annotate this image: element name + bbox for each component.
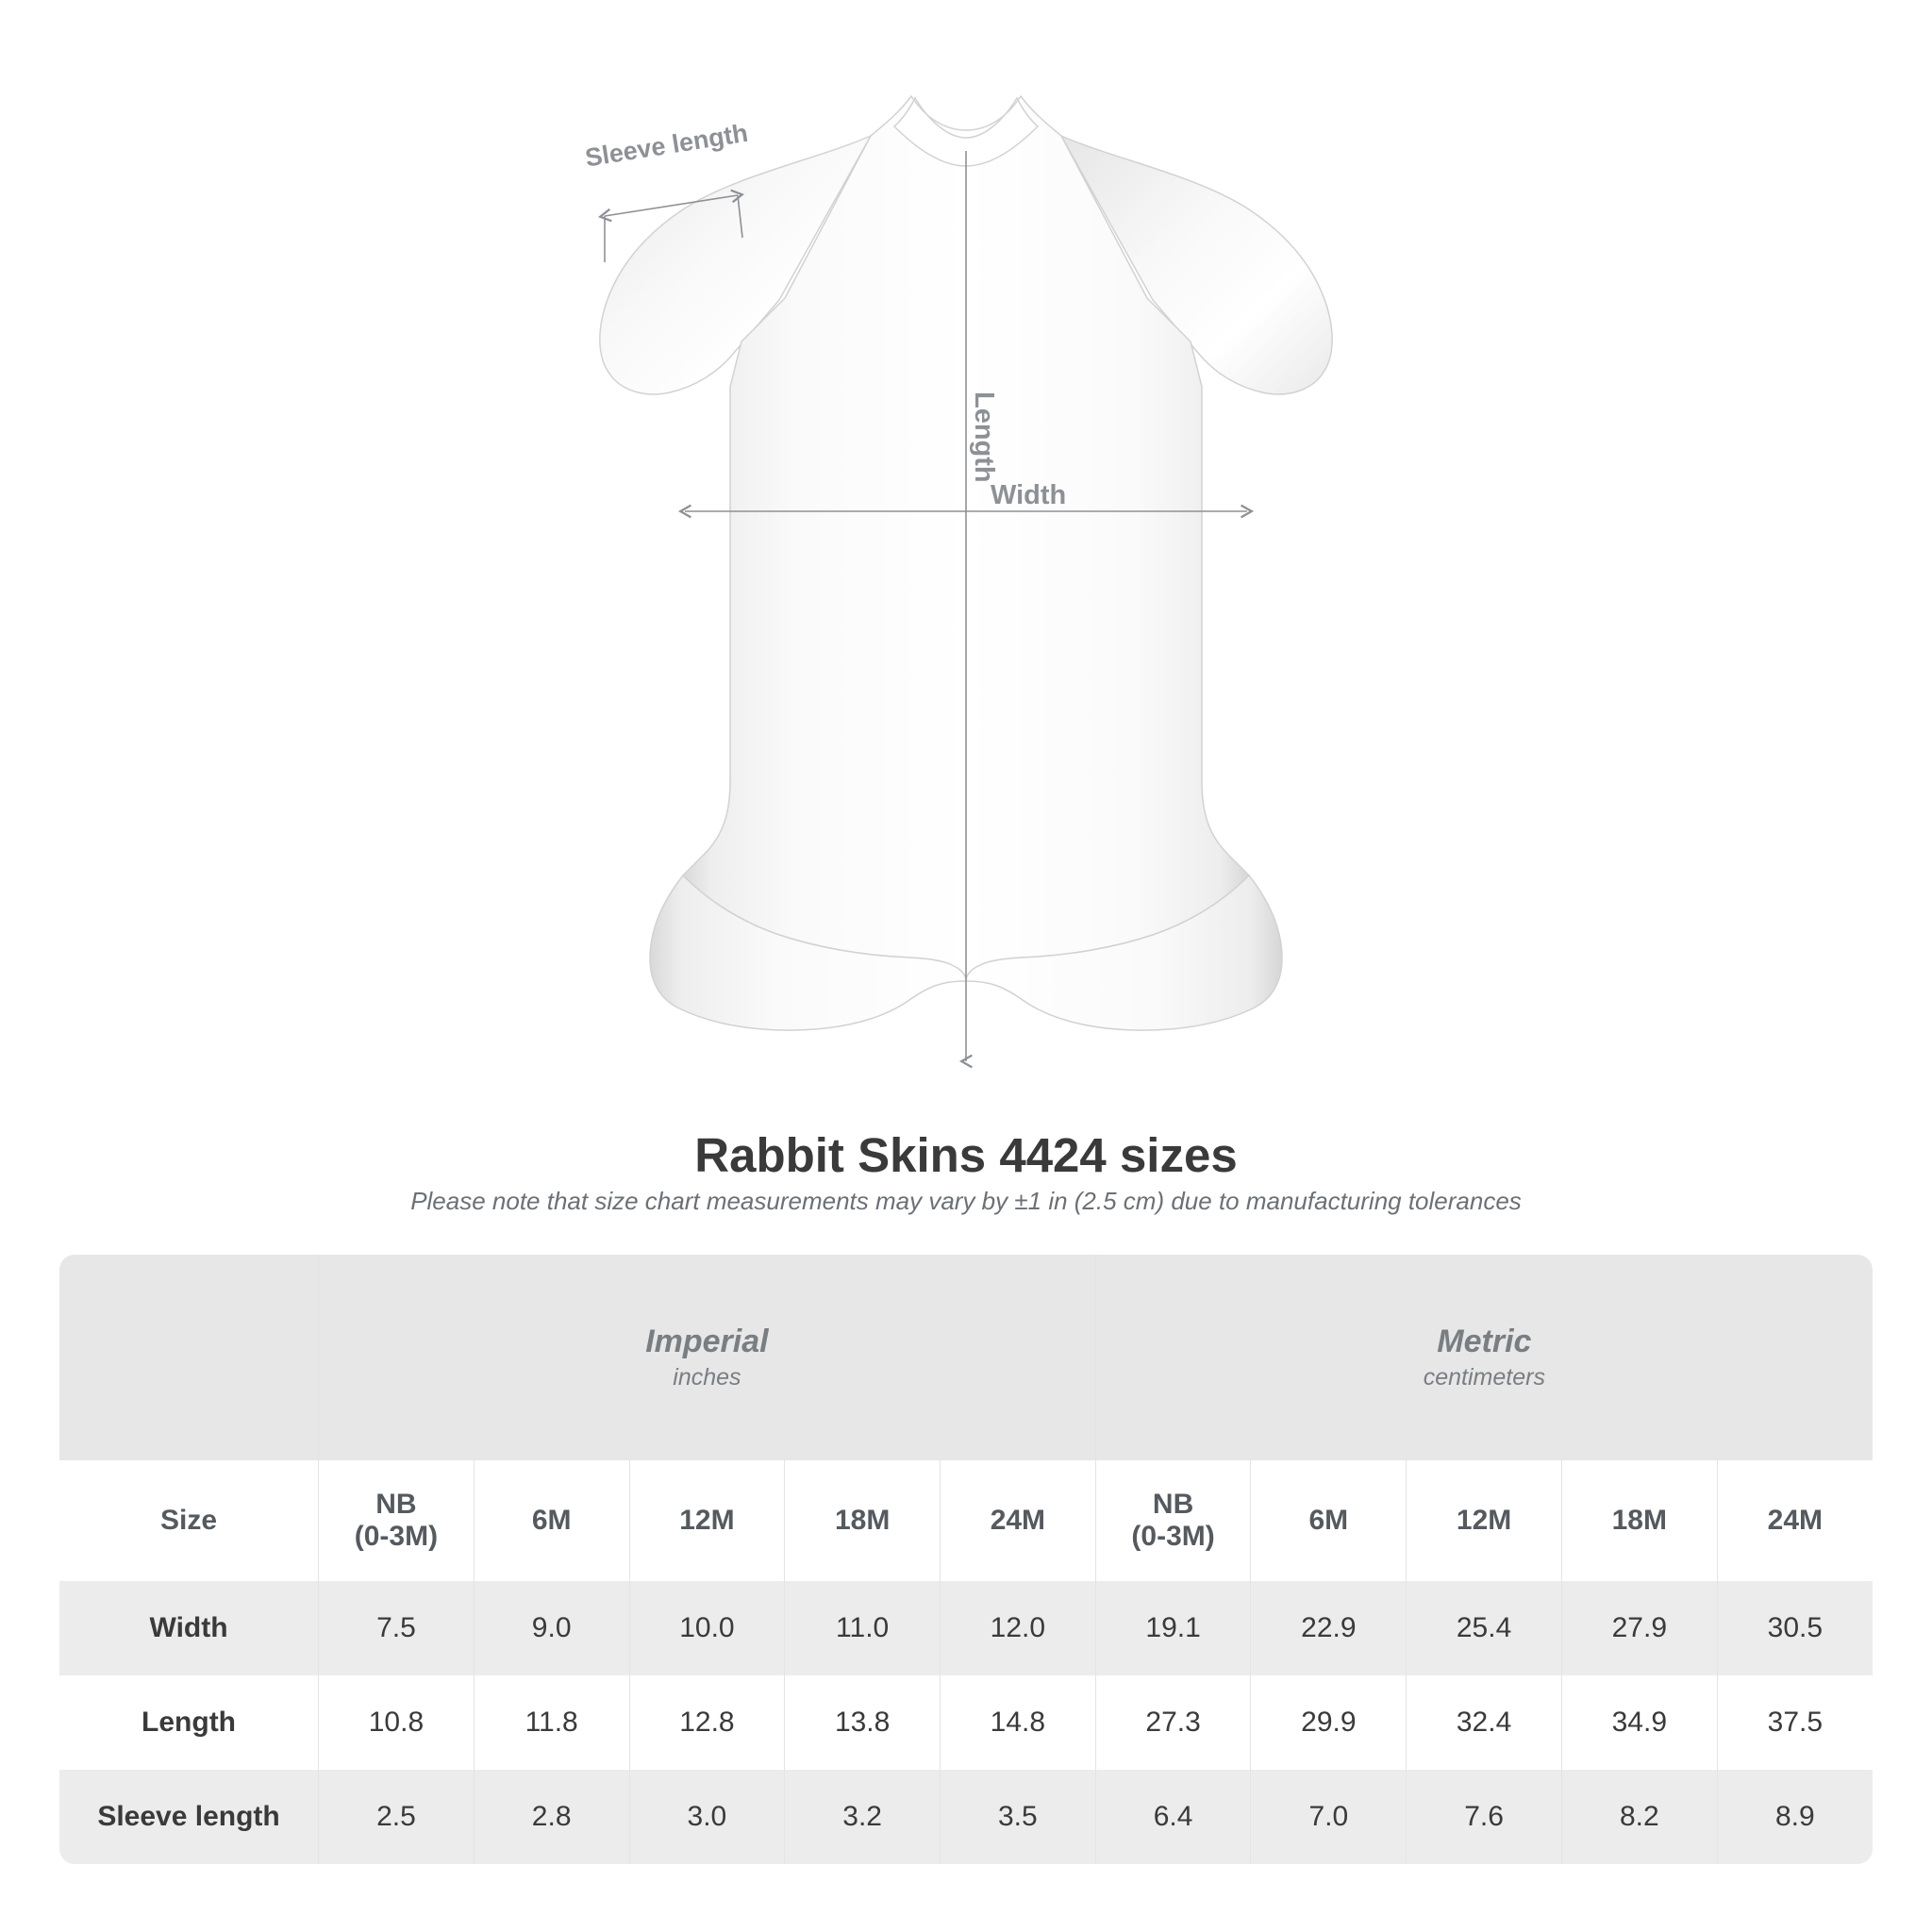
svg-text:Length: Length bbox=[969, 391, 999, 483]
svg-text:Sleeve length: Sleeve length bbox=[583, 119, 750, 173]
svg-text:Width: Width bbox=[991, 480, 1066, 510]
